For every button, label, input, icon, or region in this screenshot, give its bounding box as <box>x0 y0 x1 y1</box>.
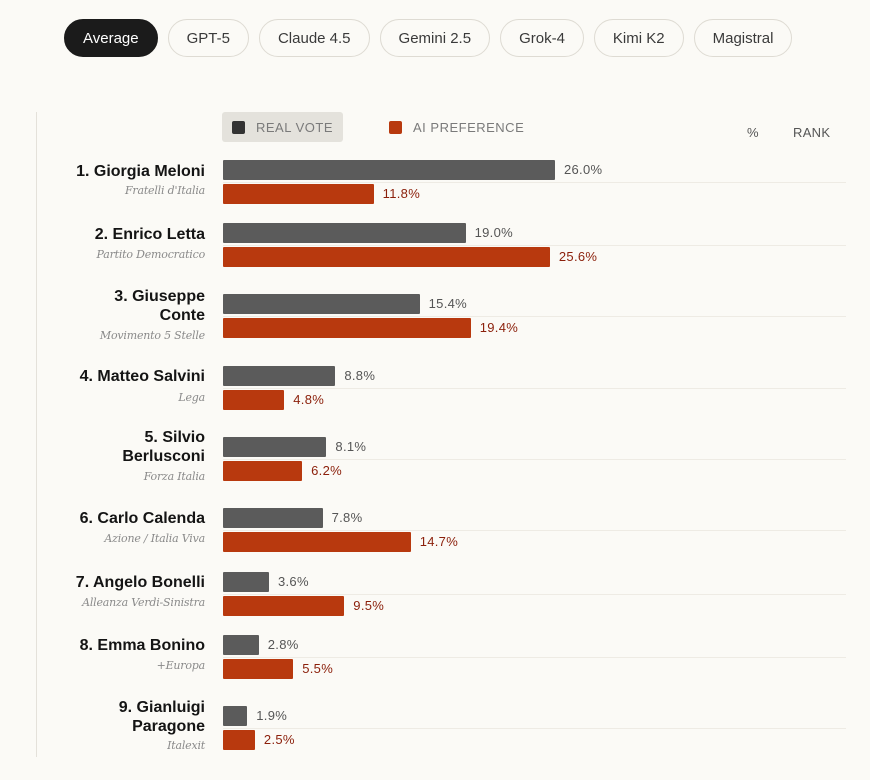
row-separator <box>223 182 846 183</box>
real-vote-value-label: 19.0% <box>474 225 513 240</box>
real-vote-bar <box>223 366 336 386</box>
tab-gemini-2-5[interactable]: Gemini 2.5 <box>379 19 491 57</box>
real-vote-swatch <box>232 120 245 134</box>
candidate-name: 2. Enrico Letta <box>94 226 205 243</box>
tab-gpt-5[interactable]: GPT-5 <box>167 19 249 57</box>
real-vote-value-label: 15.4% <box>428 296 468 311</box>
ai-preference-value-label: 6.2% <box>311 463 342 478</box>
tab-magistral[interactable]: Magistral <box>693 19 793 57</box>
ai-preference-bar <box>223 247 550 267</box>
candidate-party: Lega <box>178 391 205 404</box>
ai-preference-swatch <box>389 120 402 134</box>
candidate-party: Italexit <box>167 739 205 752</box>
legend-ai-preference-toggle[interactable]: AI PREFERENCE <box>389 112 524 142</box>
ai-preference-value-label: 11.8% <box>382 186 421 201</box>
candidate-party: Fratelli d'Italia <box>124 184 205 197</box>
real-vote-value-label: 3.6% <box>277 574 309 589</box>
real-vote-bar <box>223 572 269 592</box>
real-vote-value-label: 26.0% <box>564 162 603 177</box>
row-separator <box>223 388 846 389</box>
row-separator <box>223 316 846 317</box>
real-vote-bar <box>223 635 259 655</box>
ai-preference-bar <box>223 461 303 481</box>
ai-preference-bar <box>223 730 255 750</box>
real-vote-value-label: 7.8% <box>331 510 363 525</box>
percent-sort-button[interactable]: % <box>747 125 759 140</box>
left-divider <box>36 112 37 757</box>
candidate-name: 9. Gianluigi Paragone <box>118 699 205 735</box>
ai-preference-value-label: 5.5% <box>302 661 334 676</box>
real-vote-bar <box>223 508 323 528</box>
candidate-party: Forza Italia <box>143 470 205 483</box>
candidate-party: Alleanza Verdi-Sinistra <box>82 596 205 609</box>
ai-preference-value-label: 19.4% <box>479 320 519 335</box>
model-tabs: Average GPT-5 Claude 4.5 Gemini 2.5 Grok… <box>64 19 793 57</box>
legend-real-vote-toggle[interactable]: REAL VOTE <box>222 112 343 142</box>
real-vote-bar <box>223 437 327 457</box>
real-vote-value-label: 2.8% <box>267 637 299 652</box>
row-separator <box>223 657 846 658</box>
tab-average[interactable]: Average <box>64 19 158 57</box>
tab-grok-4[interactable]: Grok-4 <box>500 19 584 57</box>
candidate-name: 4. Matteo Salvini <box>79 368 205 385</box>
candidate-name: 3. Giuseppe Conte <box>114 288 205 324</box>
tab-claude-4-5[interactable]: Claude 4.5 <box>258 19 370 57</box>
candidate-party: +Europa <box>156 659 206 672</box>
row-separator <box>223 728 846 729</box>
ai-preference-value-label: 9.5% <box>353 598 385 613</box>
real-vote-bar <box>223 294 420 314</box>
real-vote-bar <box>223 223 466 243</box>
legend-real-label: REAL VOTE <box>256 119 333 135</box>
ai-preference-bar <box>223 390 285 410</box>
ai-preference-bar <box>223 659 294 679</box>
tab-kimi-k2[interactable]: Kimi K2 <box>593 19 684 57</box>
real-vote-value-label: 1.9% <box>256 708 288 723</box>
real-vote-bar <box>223 160 555 180</box>
ai-preference-bar <box>223 184 374 204</box>
real-vote-bar <box>223 706 248 726</box>
ai-preference-bar <box>223 596 345 616</box>
row-separator <box>223 245 846 246</box>
candidate-party: Partito Democratico <box>96 248 206 261</box>
real-vote-value-label: 8.8% <box>344 368 376 383</box>
legend-ai-label: AI PREFERENCE <box>413 119 525 135</box>
ai-preference-value-label: 25.6% <box>558 249 598 264</box>
candidate-name: 5. Silvio Berlusconi <box>122 429 205 465</box>
ai-preference-value-label: 14.7% <box>419 534 459 549</box>
ai-preference-value-label: 4.8% <box>293 392 325 407</box>
ai-preference-bar <box>223 318 471 338</box>
candidate-name: 6. Carlo Calenda <box>79 510 205 527</box>
row-separator <box>223 594 846 595</box>
ai-preference-bar <box>223 532 411 552</box>
candidate-name: 1. Giorgia Meloni <box>76 163 205 180</box>
candidate-party: Azione / Italia Viva <box>104 532 205 545</box>
row-separator <box>223 530 846 531</box>
real-vote-value-label: 8.1% <box>335 439 367 454</box>
candidate-name: 7. Angelo Bonelli <box>75 574 205 591</box>
candidate-party: Movimento 5 Stelle <box>99 329 205 342</box>
candidate-name: 8. Emma Bonino <box>79 637 205 654</box>
rank-sort-button[interactable]: RANK <box>793 125 831 140</box>
row-separator <box>223 459 846 460</box>
ai-preference-value-label: 2.5% <box>263 732 295 747</box>
